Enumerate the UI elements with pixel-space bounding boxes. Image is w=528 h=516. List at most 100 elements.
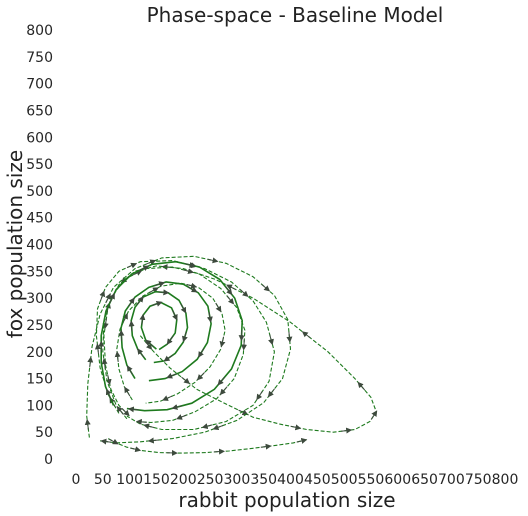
direction-arrow <box>99 290 106 301</box>
direction-arrow <box>225 286 233 296</box>
direction-arrow <box>154 281 166 288</box>
y-tick-label: 0 <box>44 452 53 468</box>
direction-arrow <box>226 295 235 305</box>
direction-arrow <box>296 438 308 444</box>
direction-arrow <box>183 268 195 275</box>
direction-arrow <box>163 354 173 362</box>
direction-arrow <box>139 313 146 325</box>
direction-arrow <box>186 282 198 289</box>
direction-arrow <box>206 311 213 323</box>
direction-arrow <box>102 318 109 330</box>
x-tick-label: 100 <box>116 472 143 488</box>
direction-arrow <box>87 356 94 368</box>
trajectory-line <box>116 282 226 404</box>
direction-arrow <box>139 265 150 271</box>
direction-arrow <box>240 339 247 351</box>
direction-arrow <box>143 423 155 430</box>
y-tick-label: 600 <box>26 130 53 146</box>
direction-arrow <box>213 448 225 455</box>
trajectory-line <box>100 260 244 412</box>
direction-arrow <box>105 388 112 399</box>
direction-arrow <box>145 339 154 347</box>
direction-arrow <box>151 300 163 307</box>
direction-arrow <box>261 284 271 292</box>
direction-arrow <box>126 262 138 269</box>
x-tick-label: 650 <box>411 472 438 488</box>
x-tick-label: 450 <box>304 472 331 488</box>
direction-arrow <box>212 424 224 431</box>
direction-arrow <box>94 343 101 355</box>
direction-arrow <box>124 386 131 397</box>
trajectory-line <box>120 281 212 382</box>
direction-arrow <box>158 289 170 296</box>
y-tick-label: 750 <box>26 50 53 66</box>
y-tick-label: 350 <box>26 264 53 280</box>
direction-arrow <box>268 334 274 346</box>
x-tick-label: 150 <box>143 472 170 488</box>
direction-arrow <box>180 303 187 314</box>
direction-arrow <box>147 437 159 444</box>
y-tick-labels: 0 50 100 150 200 250 300 350 400 450 500 550 600 650 7… <box>26 23 53 468</box>
direction-arrow <box>181 376 191 384</box>
direction-arrow <box>201 423 213 430</box>
x-tick-label: 50 <box>94 472 112 488</box>
direction-arrow <box>130 446 142 453</box>
direction-arrow <box>256 390 263 401</box>
direction-arrow <box>184 261 196 268</box>
direction-arrow <box>166 372 177 379</box>
direction-arrow <box>128 320 135 332</box>
y-axis-label: fox population size <box>3 150 27 338</box>
direction-arrow <box>162 395 173 401</box>
direction-arrow <box>172 310 178 321</box>
y-tick-label: 150 <box>26 372 53 388</box>
direction-arrow <box>267 388 275 398</box>
x-tick-label: 750 <box>465 472 492 488</box>
direction-arrow <box>166 335 174 345</box>
y-tick-label: 800 <box>26 23 53 39</box>
x-tick-labels: 0 50 100 150 200 250 300 350 400 450 500 550 600 650 7… <box>72 472 519 488</box>
direction-arrow <box>286 331 293 343</box>
y-tick-label: 50 <box>35 425 53 441</box>
direction-arrow <box>145 259 157 266</box>
x-tick-label: 300 <box>224 472 251 488</box>
trajectory-lines <box>84 255 378 456</box>
direction-arrow <box>196 372 205 381</box>
x-tick-label: 350 <box>250 472 277 488</box>
direction-arrow <box>290 424 302 431</box>
trajectory-line <box>102 266 246 424</box>
y-tick-label: 500 <box>26 184 53 200</box>
y-tick-label: 450 <box>26 211 53 227</box>
direction-arrow <box>100 438 112 445</box>
x-tick-label: 600 <box>384 472 411 488</box>
direction-arrow <box>149 287 159 294</box>
direction-arrow <box>108 438 119 445</box>
x-tick-label: 550 <box>358 472 385 488</box>
trajectory-line <box>107 438 307 454</box>
direction-arrow <box>357 381 366 391</box>
y-tick-label: 550 <box>26 157 53 173</box>
x-tick-label: 700 <box>438 472 465 488</box>
x-tick-label: 0 <box>72 472 81 488</box>
direction-arrow <box>105 374 112 386</box>
trajectory-line <box>86 255 292 444</box>
x-tick-label: 400 <box>277 472 304 488</box>
direction-arrow <box>301 331 311 339</box>
direction-arrow <box>109 292 115 304</box>
direction-arrow <box>126 365 134 375</box>
y-tick-label: 400 <box>26 238 53 254</box>
direction-arrow <box>84 418 91 430</box>
x-tick-label: 800 <box>492 472 519 488</box>
direction-arrow <box>219 386 228 396</box>
direction-arrow <box>136 296 144 306</box>
direction-arrow <box>239 289 249 297</box>
x-tick-label: 500 <box>331 472 358 488</box>
direction-arrow <box>171 404 183 410</box>
direction-arrow <box>137 348 145 358</box>
direction-arrow <box>135 418 147 425</box>
direction-arrow <box>116 405 124 415</box>
direction-arrow <box>127 297 135 307</box>
y-tick-label: 300 <box>26 291 53 307</box>
y-tick-label: 700 <box>26 77 53 93</box>
direction-arrow <box>114 351 121 363</box>
